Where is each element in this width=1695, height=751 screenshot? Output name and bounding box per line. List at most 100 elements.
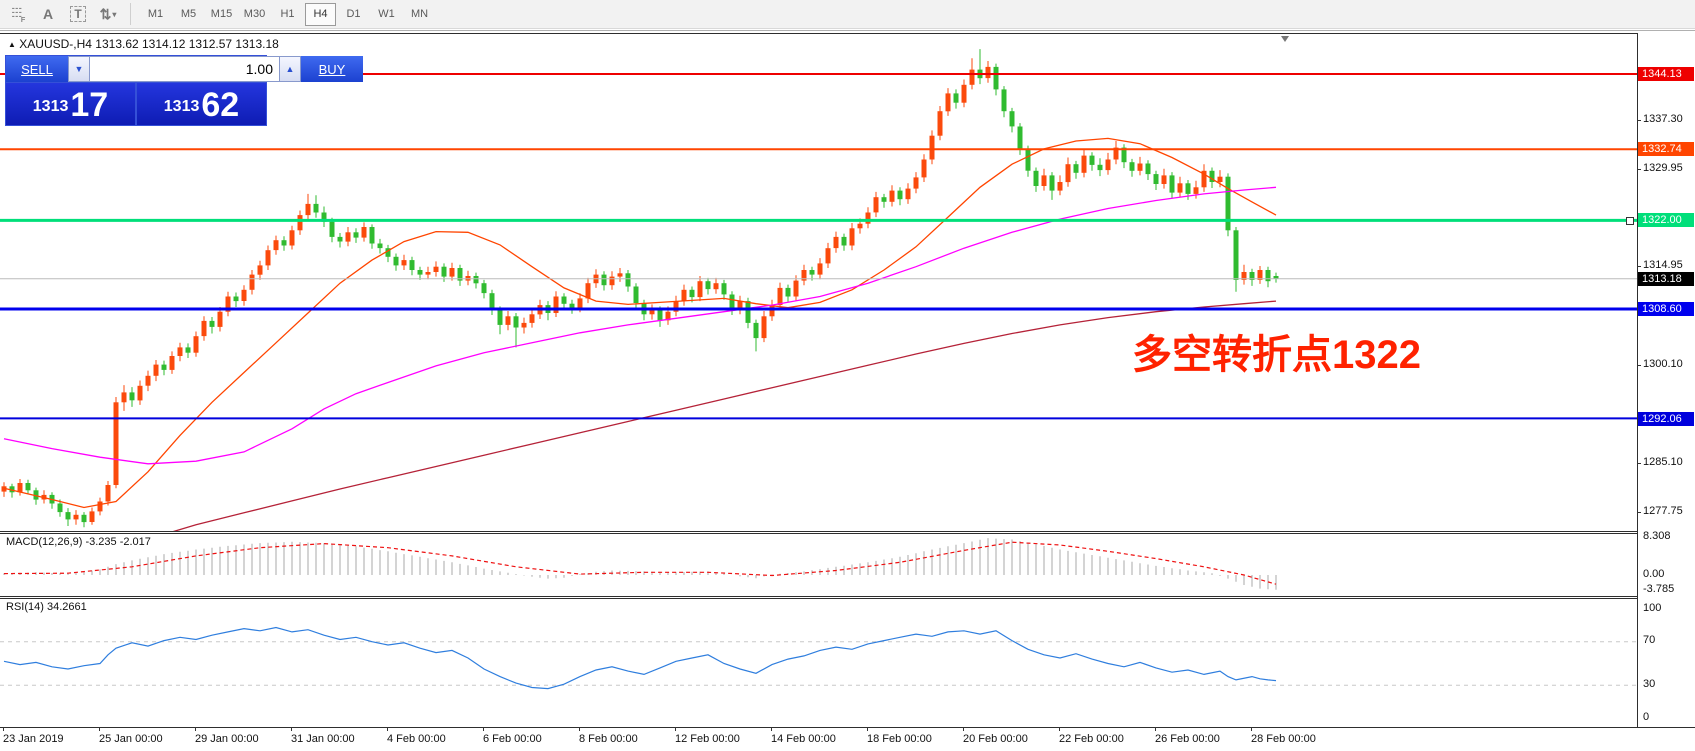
volume-increase-button[interactable]: ▲ <box>279 56 301 82</box>
time-axis-label: 14 Feb 00:00 <box>771 733 836 745</box>
price-badge-1313.18: 1313.18 <box>1638 272 1694 286</box>
main-chart-plot[interactable] <box>0 49 1637 539</box>
main-panel-top-border <box>0 33 1637 34</box>
text-label-tool-icon[interactable]: A <box>42 6 54 22</box>
price-axis-label: 1277.75 <box>1643 505 1683 517</box>
price-tickmark <box>1637 120 1641 121</box>
timeframe-button-w1[interactable]: W1 <box>378 8 395 20</box>
buy-price-main: 1313 <box>163 98 200 115</box>
price-tickmark <box>1637 169 1641 170</box>
time-axis-label: 8 Feb 00:00 <box>579 733 638 745</box>
time-tickmark <box>771 727 772 731</box>
timeframe-button-m15[interactable]: M15 <box>210 8 233 20</box>
price-axis-label: 1337.30 <box>1643 113 1683 125</box>
time-axis-label: 29 Jan 00:00 <box>195 733 259 745</box>
time-tickmark <box>1059 727 1060 731</box>
timeframe-button-h4[interactable]: H4 <box>305 2 336 26</box>
macd-axis-label: 8.308 <box>1643 530 1671 542</box>
macd-panel-bottom-border[interactable] <box>0 596 1637 597</box>
price-axis-label: 1314.95 <box>1643 259 1683 271</box>
time-tickmark <box>1251 727 1252 731</box>
time-tickmark <box>483 727 484 731</box>
macd-panel[interactable] <box>3 538 1277 590</box>
price-axis-label: 1329.95 <box>1643 162 1683 174</box>
timeframe-button-d1[interactable]: D1 <box>346 8 361 20</box>
fast-ma-line[interactable] <box>3 137 1277 509</box>
timeframe-bar: M1 M5 M15 M30 H1 H4 D1 W1 MN <box>139 2 436 26</box>
one-click-trading-widget: SELL ▼ ▲ BUY 1313 17 1313 62 <box>5 55 363 126</box>
time-tickmark <box>291 727 292 731</box>
rsi-panel-top-border <box>0 598 1637 599</box>
main-panel-bottom-border[interactable] <box>0 531 1637 532</box>
symbol-ohlc: 1313.62 1314.12 1312.57 1313.18 <box>95 37 279 51</box>
price-badge-1332.74: 1332.74 <box>1638 142 1694 156</box>
rsi-axis-label: 70 <box>1643 634 1656 646</box>
symbol-name: XAUUSD-,H4 <box>19 37 92 51</box>
sell-button[interactable]: SELL <box>6 56 68 82</box>
time-tickmark <box>1155 727 1156 731</box>
macd-axis-label: 0.00 <box>1643 568 1665 580</box>
hline-selection-handle[interactable] <box>1626 217 1634 225</box>
rsi-axis-label: 100 <box>1643 602 1662 614</box>
time-axis-label: 12 Feb 00:00 <box>675 733 740 745</box>
timeframe-button-mn[interactable]: MN <box>410 8 429 20</box>
fibonacci-tool-icon[interactable]: - - -- - -- - -F <box>11 3 25 24</box>
sell-price-pips: 17 <box>70 86 109 124</box>
price-badge-1292.06: 1292.06 <box>1638 412 1694 426</box>
price-axis-border <box>1637 33 1638 727</box>
buy-price-pips: 62 <box>201 86 240 124</box>
time-axis-label: 4 Feb 00:00 <box>387 733 446 745</box>
volume-decrease-button[interactable]: ▼ <box>68 56 90 82</box>
chart-shift-marker-icon[interactable] <box>1281 36 1289 42</box>
toolbar-separator <box>130 3 131 25</box>
rsi-panel[interactable] <box>0 626 1637 690</box>
time-axis-label: 20 Feb 00:00 <box>963 733 1028 745</box>
timeframe-button-m1[interactable]: M1 <box>147 8 164 20</box>
time-tickmark <box>3 727 4 731</box>
price-axis-label: 1300.10 <box>1643 358 1683 370</box>
text-tool-icon[interactable]: T <box>64 2 92 26</box>
timeframe-button-m30[interactable]: M30 <box>243 8 266 20</box>
macd-panel-top-border <box>0 533 1637 534</box>
time-axis-label: 22 Feb 00:00 <box>1059 733 1124 745</box>
time-axis-label: 23 Jan 2019 <box>3 733 64 745</box>
time-tickmark <box>387 727 388 731</box>
macd-label: MACD(12,26,9) -3.235 -2.017 <box>6 536 151 548</box>
medium-ma-line[interactable] <box>3 186 1277 465</box>
time-tickmark <box>675 727 676 731</box>
buy-price-panel[interactable]: 1313 62 <box>137 83 266 125</box>
price-tickmark <box>1637 266 1641 267</box>
sell-price-main: 1313 <box>32 98 69 115</box>
slow-ma-line[interactable] <box>148 300 1277 539</box>
volume-input[interactable] <box>90 56 279 82</box>
rsi-axis-label: 0 <box>1643 711 1650 723</box>
time-tickmark <box>195 727 196 731</box>
price-badge-1308.60: 1308.60 <box>1638 302 1694 316</box>
time-axis-border <box>0 727 1695 728</box>
price-tickmark <box>1637 365 1641 366</box>
chevron-down-icon: ▾ <box>112 9 117 19</box>
macd-axis-label: -3.785 <box>1643 583 1675 595</box>
price-badge-1344.13: 1344.13 <box>1638 67 1694 81</box>
timeframe-button-h1[interactable]: H1 <box>280 8 295 20</box>
price-axis-label: 1285.10 <box>1643 456 1683 468</box>
buy-button[interactable]: BUY <box>301 56 363 82</box>
time-tickmark <box>99 727 100 731</box>
rsi-axis-label: 30 <box>1643 678 1656 690</box>
collapse-triangle-icon[interactable]: ▲ <box>8 40 16 49</box>
arrows-tool-icon[interactable]: ⇅ ▾ <box>99 5 117 22</box>
time-axis-label: 18 Feb 00:00 <box>867 733 932 745</box>
time-tickmark <box>867 727 868 731</box>
rsi-line <box>3 626 1277 690</box>
price-badge-1322.00: 1322.00 <box>1638 213 1694 227</box>
sell-price-panel[interactable]: 1313 17 <box>6 83 137 125</box>
chart-text-annotation[interactable]: 多空转折点1322 <box>1132 333 1421 377</box>
price-tickmark <box>1637 463 1641 464</box>
timeframe-button-m5[interactable]: M5 <box>180 8 197 20</box>
time-axis-label: 6 Feb 00:00 <box>483 733 542 745</box>
window-split-line <box>0 30 1695 31</box>
time-axis-label: 28 Feb 00:00 <box>1251 733 1316 745</box>
price-tickmark <box>1637 512 1641 513</box>
